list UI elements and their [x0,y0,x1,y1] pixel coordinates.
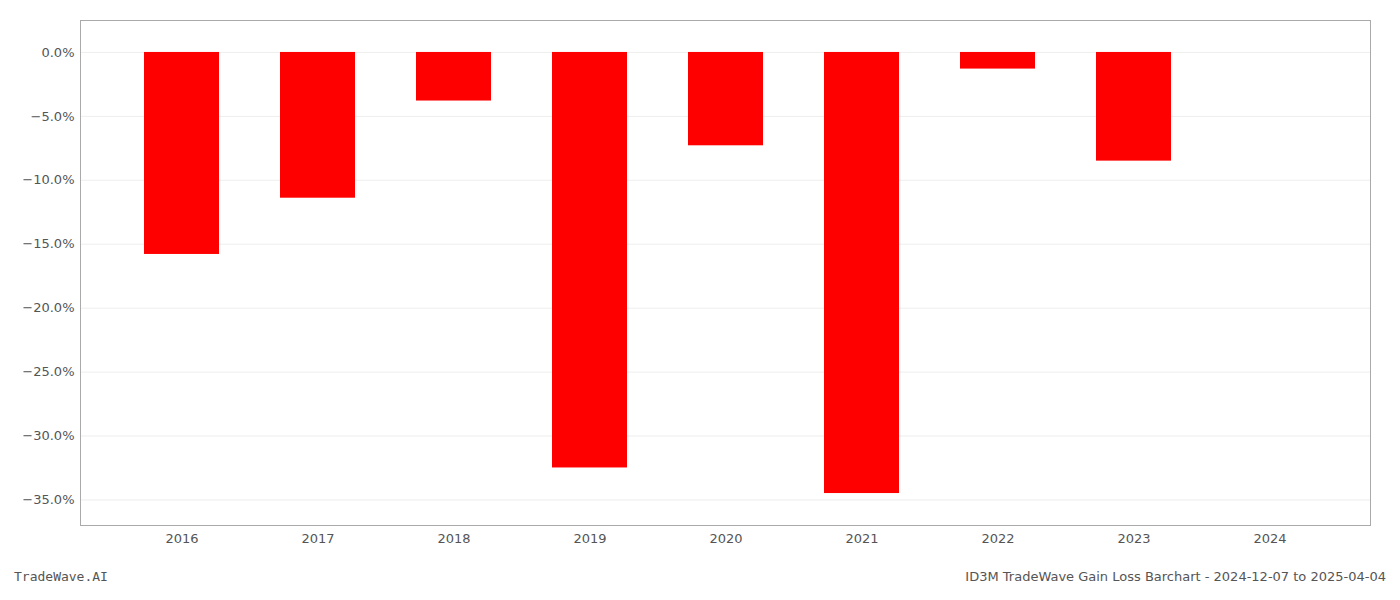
svg-text:2017: 2017 [301,531,334,546]
html-text:TradeWave.AI: TradeWave.AI [14,569,108,584]
svg-text:2021: 2021 [845,531,878,546]
svg-text:−20.0%: −20.0% [22,300,74,315]
svg-text:2019: 2019 [573,531,606,546]
svg-text:−15.0%: −15.0% [22,236,74,251]
svg-text:2022: 2022 [981,531,1014,546]
svg-text:2018: 2018 [437,531,470,546]
svg-text:2020: 2020 [709,531,742,546]
html-text:ID3M TradeWave Gain Loss Barch: ID3M TradeWave Gain Loss Barchart - 2024… [965,569,1386,584]
svg-text:−25.0%: −25.0% [22,364,74,379]
svg-text:0.0%: 0.0% [41,45,74,60]
svg-text:2016: 2016 [165,531,198,546]
svg-text:−5.0%: −5.0% [31,109,75,124]
svg-text:−10.0%: −10.0% [22,172,74,187]
svg-text:−35.0%: −35.0% [22,492,74,507]
svg-text:2024: 2024 [1253,531,1286,546]
svg-text:−30.0%: −30.0% [22,428,74,443]
svg-text:2023: 2023 [1117,531,1150,546]
